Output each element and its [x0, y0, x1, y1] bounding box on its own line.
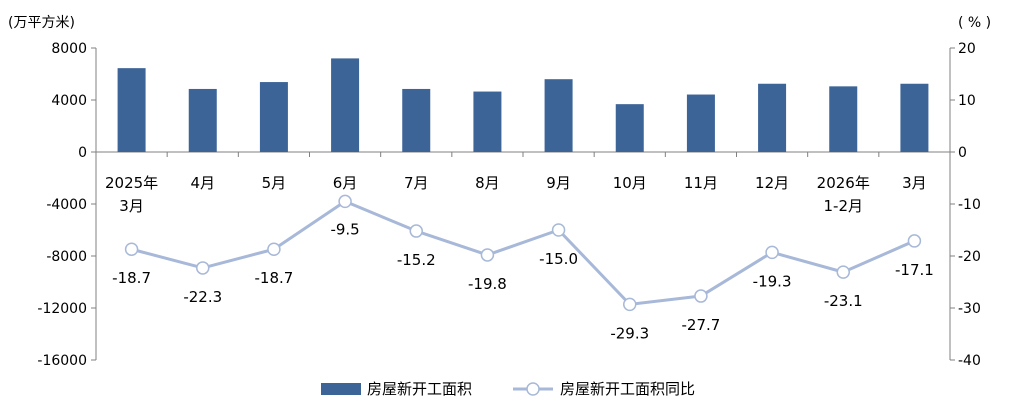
line-point	[124, 242, 139, 256]
line-point	[338, 194, 352, 209]
category-label: 2025年	[105, 174, 158, 192]
left-tick-label: -8000	[46, 249, 87, 265]
data-label: -15.0	[539, 250, 578, 268]
right-tick-label: 20	[958, 41, 976, 57]
line-point	[196, 261, 210, 275]
category-label: 4月	[190, 174, 215, 192]
category-label: 5月	[262, 174, 287, 192]
data-label: -9.5	[330, 220, 359, 238]
category-label: 2026年	[817, 174, 870, 192]
data-label: -15.2	[397, 251, 436, 269]
bar-series	[117, 58, 929, 152]
line-point	[551, 223, 566, 237]
category-labels: 2025年 3月 4月 5月 6月 7月 8月 9月 10月 11月 12月 2026年 1-2月 3月	[105, 174, 927, 215]
bar	[117, 68, 146, 152]
right-tick-label: -20	[958, 249, 981, 265]
line-point	[907, 234, 922, 248]
data-label: -29.3	[610, 324, 649, 342]
right-tick-label: 10	[958, 93, 976, 109]
bar	[402, 88, 431, 152]
left-tick-label: 0	[78, 145, 87, 161]
left-tick-label: -4000	[46, 197, 87, 213]
bar	[188, 88, 217, 152]
line-point	[267, 242, 281, 256]
category-tick-marks	[95, 152, 951, 157]
data-label: -19.8	[468, 275, 507, 293]
bar	[758, 83, 787, 152]
left-axis-unit: (万平方米)	[8, 15, 75, 31]
bar	[544, 79, 573, 152]
data-label: -27.7	[682, 316, 721, 334]
category-label: 12月	[755, 174, 789, 192]
bar	[900, 83, 929, 152]
category-label: 7月	[404, 174, 429, 192]
left-tick-label: 4000	[51, 93, 87, 109]
data-label: -19.3	[753, 272, 792, 290]
line-point	[694, 289, 708, 303]
right-tick-label: 0	[958, 145, 967, 161]
line-point	[765, 245, 779, 260]
right-tick-label: -40	[958, 353, 981, 369]
right-tick-label: -10	[958, 197, 981, 213]
plot-frame	[95, 48, 951, 360]
data-label: -17.1	[895, 261, 934, 279]
left-tick-label: 8000	[51, 41, 87, 57]
line-point	[623, 297, 637, 312]
legend-label-line: 房屋新开工面积同比	[560, 380, 695, 398]
line-point	[836, 265, 850, 279]
right-axis-unit: ( % )	[958, 15, 991, 31]
left-axis-ticks: 8000 4000 0 -4000 -8000 -12000 -16000	[37, 41, 96, 369]
legend-label-bar: 房屋新开工面积	[367, 380, 472, 398]
bar	[473, 91, 502, 152]
bar	[259, 82, 288, 152]
bar	[829, 86, 858, 152]
category-label: 3月	[902, 174, 927, 192]
line-point	[480, 248, 495, 262]
line-point	[409, 224, 423, 238]
left-tick-label: -12000	[37, 301, 87, 317]
data-label: -22.3	[183, 288, 222, 306]
category-label: 11月	[684, 174, 718, 192]
legend: 房屋新开工面积 房屋新开工面积同比	[321, 380, 695, 398]
right-tick-label: -30	[958, 301, 981, 317]
left-tick-label: -16000	[37, 353, 87, 369]
line-series: -18.7 -22.3 -18.7 -9.5 -15.2 -19.8 -15.0 -29.3 -…	[112, 194, 934, 342]
bar	[686, 94, 715, 152]
bar	[331, 58, 360, 152]
category-label: 1-2月	[824, 197, 864, 215]
legend-swatch-bar	[321, 383, 361, 395]
category-label: 3月	[119, 197, 144, 215]
category-label: 8月	[475, 174, 500, 192]
data-label: -18.7	[255, 269, 294, 287]
right-axis-ticks: 20 10 0 -10 -20 -30 -40	[950, 41, 981, 369]
data-label: -18.7	[112, 269, 151, 287]
category-label: 10月	[613, 174, 647, 192]
data-label: -23.1	[824, 292, 863, 310]
bar	[615, 104, 644, 152]
legend-swatch-marker	[526, 382, 540, 396]
series-line	[131, 199, 916, 306]
category-label: 9月	[546, 174, 571, 192]
category-label: 6月	[333, 174, 358, 192]
